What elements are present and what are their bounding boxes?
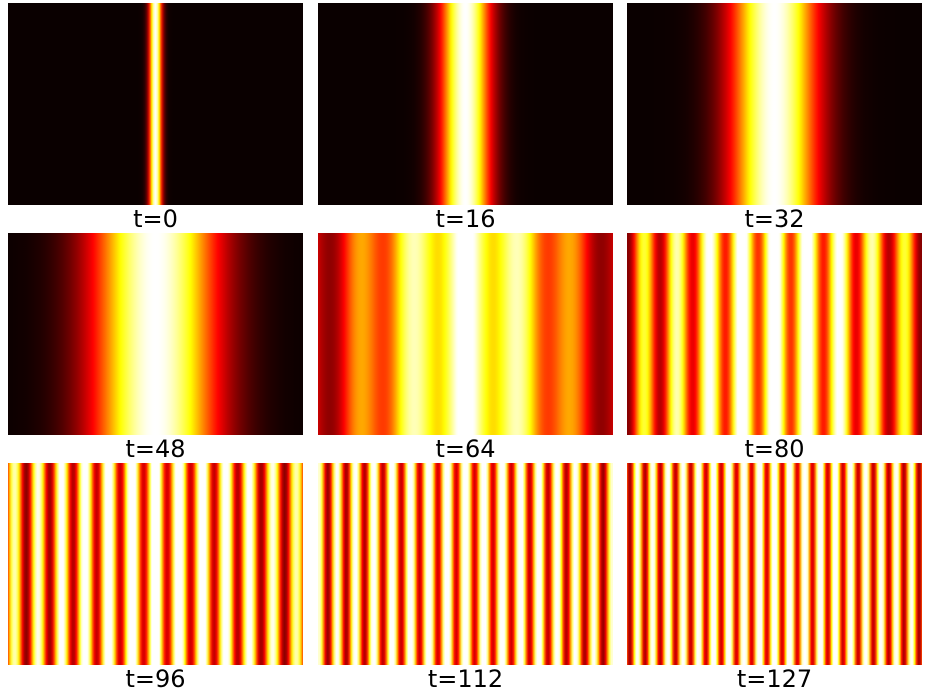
heatmap-image	[8, 463, 303, 665]
heatmap-field	[318, 463, 613, 665]
heatmap-field	[8, 3, 303, 205]
panel-time-label: t=16	[435, 205, 496, 233]
heatmap-panel	[627, 3, 922, 205]
heatmap-panel	[318, 233, 613, 435]
heatmap-image	[8, 3, 303, 205]
heatmap-panel	[318, 463, 613, 665]
heatmap-field	[8, 463, 303, 665]
heatmap-panel	[8, 233, 303, 435]
heatmap-image	[627, 463, 922, 665]
heatmap-field	[318, 3, 613, 205]
heatmap-image	[318, 233, 613, 435]
heatmap-field	[627, 3, 922, 205]
heatmap-panel	[627, 233, 922, 435]
heatmap-image	[318, 463, 613, 665]
heatmap-field	[627, 463, 922, 665]
panel-time-label: t=80	[744, 435, 805, 463]
panel-time-label: t=32	[744, 205, 805, 233]
panel-time-label: t=112	[427, 665, 504, 693]
heatmap-panel	[627, 463, 922, 665]
panel-time-label: t=0	[133, 205, 178, 233]
heatmap-panel	[318, 3, 613, 205]
heatmap-image	[318, 3, 613, 205]
heatmap-image	[627, 3, 922, 205]
heatmap-field	[318, 233, 613, 435]
panel-time-label: t=127	[736, 665, 813, 693]
heatmap-field	[627, 233, 922, 435]
heatmap-image	[627, 233, 922, 435]
heatmap-image	[8, 233, 303, 435]
heatmap-panel	[8, 3, 303, 205]
panel-time-label: t=48	[125, 435, 186, 463]
panel-time-label: t=96	[125, 665, 186, 693]
heatmap-field	[8, 233, 303, 435]
panel-time-label: t=64	[435, 435, 496, 463]
heatmap-panel	[8, 463, 303, 665]
